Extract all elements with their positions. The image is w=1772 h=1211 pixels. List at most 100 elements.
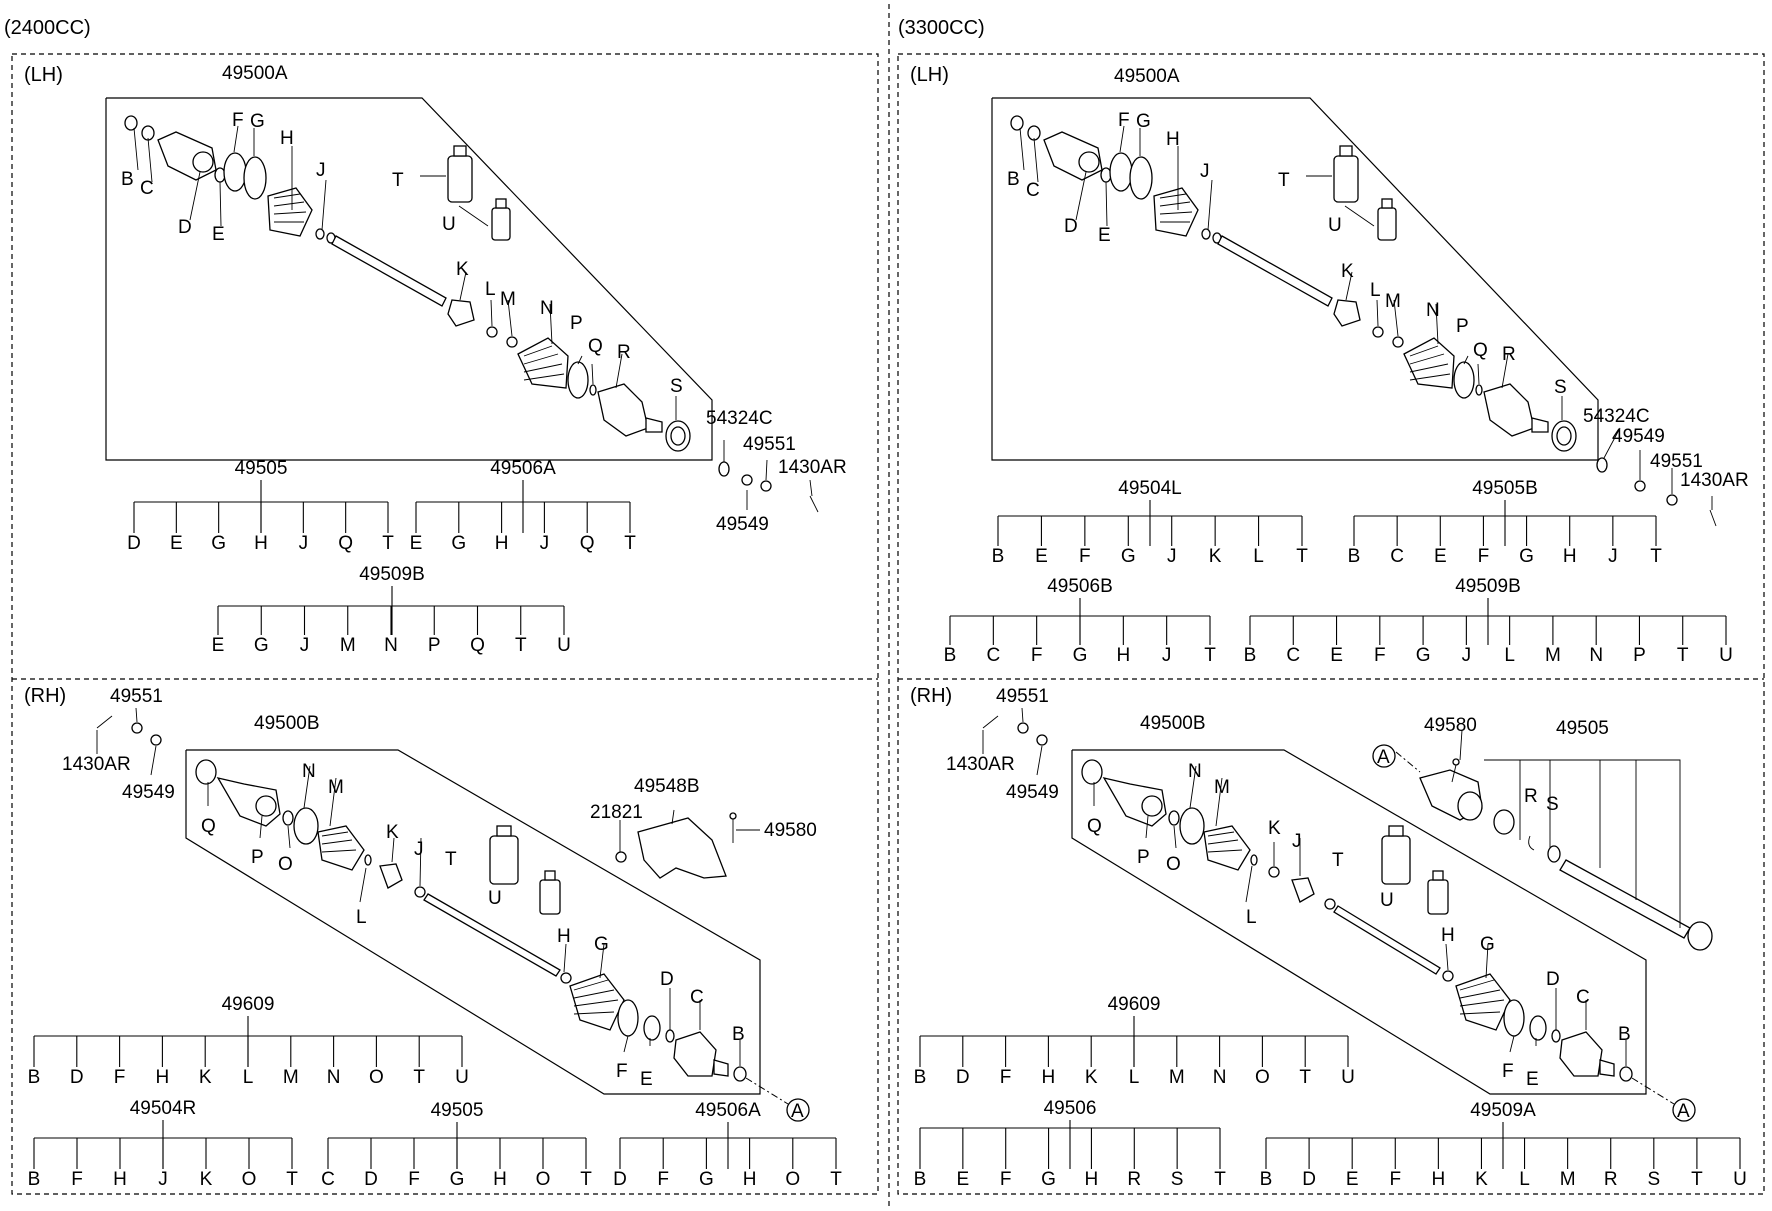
kit-tree-item: L (1519, 1169, 1530, 1190)
kit-tree-item: E (410, 533, 423, 554)
kit-tree-item: F (71, 1169, 83, 1190)
letter-label: B (1618, 1024, 1631, 1045)
extra-part-number: 21821 (590, 802, 643, 823)
letter-label: B (732, 1024, 745, 1045)
kit-tree-item: B (992, 546, 1005, 567)
extra-part-number: 54324C (706, 408, 773, 429)
letter-label: U (488, 888, 502, 909)
kit-label: 49500B (254, 713, 320, 734)
letter-label: S (1554, 377, 1567, 398)
ref-label: A (1377, 747, 1390, 768)
letter-label: Q (588, 336, 603, 357)
kit-tree-item: L (1253, 546, 1264, 567)
kit-tree-item: H (493, 1169, 507, 1190)
kit-tree-item: T (382, 533, 394, 554)
kit-tree-item: J (1608, 546, 1618, 567)
kit-tree-item: B (914, 1067, 927, 1088)
kit-tree: 49506 B E F G H R S T (914, 1098, 1227, 1190)
kit-tree-item: G (451, 533, 466, 554)
side-label: (RH) (910, 685, 952, 707)
letter-label: C (140, 178, 154, 199)
kit-tree-title: 49509A (1470, 1100, 1536, 1121)
letter-label: S (1546, 794, 1559, 815)
letter-label: J (316, 160, 326, 181)
letter-label: E (640, 1069, 653, 1090)
kit-tree-title: 49506A (490, 458, 556, 479)
kit-tree-item: E (1035, 546, 1048, 567)
letter-label: N (302, 761, 316, 782)
letter-label: P (1456, 316, 1469, 337)
letter-label: M (1385, 291, 1401, 312)
kit-tree-item: F (114, 1067, 126, 1088)
kit-tree-item: E (1346, 1169, 1359, 1190)
kit-tree-item: M (1169, 1067, 1185, 1088)
kit-tree-item: F (1478, 546, 1490, 567)
extra-part-number: 49548B (634, 776, 700, 797)
kit-tree-item: R (1127, 1169, 1141, 1190)
kit-tree-item: G (699, 1169, 714, 1190)
kit-tree-item: Q (580, 533, 595, 554)
kit-tree-item: B (28, 1169, 41, 1190)
kit-tree-item: Q (338, 533, 353, 554)
kit-tree-item: T (1691, 1169, 1703, 1190)
letter-label: G (250, 111, 265, 132)
letter-label: R (1502, 344, 1516, 365)
kit-tree-item: T (1677, 645, 1689, 666)
frame-3300 (897, 53, 1765, 1195)
letter-label: P (570, 313, 583, 334)
kit-tree-title: 49506B (1047, 576, 1113, 597)
kit-tree-item: T (413, 1067, 425, 1088)
kit-tree-item: B (944, 645, 957, 666)
kit-tree-item: H (254, 533, 268, 554)
kit-outline (991, 97, 1599, 461)
kit-tree-item: K (199, 1067, 212, 1088)
kit-tree-item: F (1079, 546, 1091, 567)
letter-label: K (1268, 818, 1281, 839)
extra-part-labels: 49551 1430AR 49549 21821 49548B 49580 (62, 686, 817, 841)
kit-tree-item: L (1129, 1067, 1140, 1088)
letter-label: U (1328, 215, 1342, 236)
lh-shaft-assembly (1010, 115, 1717, 527)
kit-tree-item: H (113, 1169, 127, 1190)
kit-tree: 49609 B D F H K L M N O T U (28, 994, 469, 1088)
kit-label: 49500A (222, 63, 288, 84)
letter-label: D (178, 217, 192, 238)
kit-tree: 49509B B C E F G J L M N P T U (1244, 576, 1733, 666)
kit-tree-item: F (1031, 645, 1043, 666)
kit-tree-item: F (657, 1169, 669, 1190)
kit-tree-item: G (450, 1169, 465, 1190)
ref-circle (1672, 1098, 1696, 1122)
kit-tree-item: O (785, 1169, 800, 1190)
kit-tree-item: F (408, 1169, 420, 1190)
letter-label: E (212, 224, 225, 245)
letter-label: K (386, 822, 399, 843)
kit-tree-item: P (428, 635, 441, 656)
letter-label: L (1246, 907, 1257, 928)
kit-tree-item: L (1504, 645, 1515, 666)
kit-tree-item: T (624, 533, 636, 554)
extra-part-number: 49580 (1424, 715, 1477, 736)
kit-tree-item: P (1633, 645, 1646, 666)
kit-tree-item: G (254, 635, 269, 656)
kit-tree-item: J (299, 533, 309, 554)
kit-tree-item: O (369, 1067, 384, 1088)
side-label: (LH) (910, 64, 949, 86)
letter-label: M (1214, 777, 1230, 798)
kit-tree-item: D (1302, 1169, 1316, 1190)
kit-tree-item: S (1647, 1169, 1660, 1190)
letter-label: H (280, 128, 294, 149)
letter-label: H (1441, 925, 1455, 946)
kit-tree-item: C (986, 645, 1000, 666)
kit-tree-item: G (1073, 645, 1088, 666)
letter-label: D (1546, 969, 1560, 990)
kit-tree-item: G (1121, 546, 1136, 567)
kit-tree-item: B (28, 1067, 41, 1088)
letter-label: J (1292, 831, 1302, 852)
letter-label: M (328, 777, 344, 798)
ref-label: A (1677, 1101, 1690, 1122)
kit-tree-item: C (1390, 546, 1404, 567)
letter-label: J (1200, 161, 1210, 182)
letter-label: K (1341, 261, 1354, 282)
